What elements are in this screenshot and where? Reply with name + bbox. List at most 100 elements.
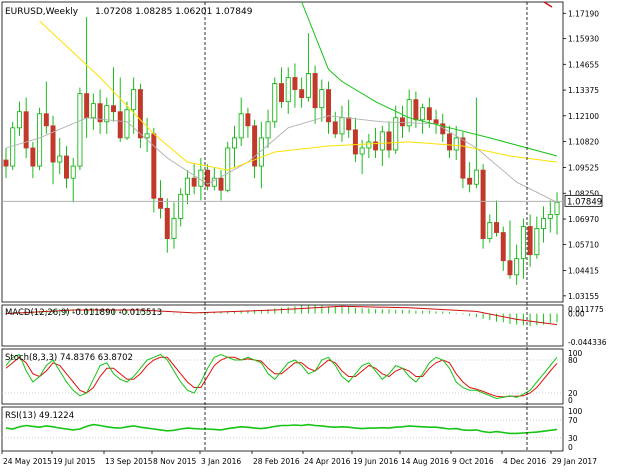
price-tick-label: 1.15930 [568, 35, 599, 44]
bull-candle [366, 141, 372, 149]
main-title: EURUSD,Weekly [5, 7, 79, 17]
bear-candle [332, 121, 338, 135]
bull-candle [70, 165, 76, 179]
rsi-tick-label: 30 [568, 434, 578, 443]
bull-candle [534, 228, 540, 256]
price-tick-label: 1.03155 [568, 292, 599, 301]
bull-candle [265, 121, 271, 139]
bull-candle [406, 99, 412, 127]
bull-candle [77, 93, 83, 167]
bull-candle [514, 258, 520, 276]
price-tick-label: 1.06970 [568, 215, 599, 224]
time-tick-label: 19 Jun 2016 [353, 457, 398, 466]
current-price-label: 1.07849 [567, 197, 602, 207]
bull-candle [238, 113, 244, 139]
bull-candle [178, 193, 184, 219]
time-tick-label: 3 Jan 2016 [201, 457, 241, 466]
bull-candle [285, 77, 291, 103]
bear-candle [218, 177, 224, 191]
time-tick-label: 9 Oct 2016 [452, 457, 494, 466]
ma-fast-line [5, 115, 558, 203]
time-tick-label: 24 May 2015 [3, 457, 52, 466]
rsi-tick-label: 70 [568, 416, 578, 425]
bear-candle [279, 83, 284, 103]
bear-candle [527, 226, 533, 256]
bull-candle [453, 137, 459, 151]
price-tick-label: 1.12100 [568, 112, 599, 121]
bull-candle [473, 169, 479, 185]
bear-candle [507, 260, 513, 276]
bear-candle [117, 111, 123, 139]
price-tick-label: 1.14655 [568, 60, 599, 69]
bull-candle [379, 131, 385, 151]
ohlc-readout: 1.07208 1.08285 1.06201 1.07849 [95, 7, 253, 17]
bear-candle [63, 155, 69, 179]
bear-candle [399, 117, 405, 127]
bear-candle [158, 197, 164, 209]
bear-candle [252, 125, 258, 167]
bear-candle [299, 89, 305, 99]
bear-candle [326, 89, 332, 123]
trade-arrow-icon [543, 1, 553, 8]
rsi-tick-label: 100 [568, 407, 583, 416]
bear-candle [494, 222, 500, 233]
macd-tick-label: -0.044336 [568, 338, 607, 347]
bull-candle [57, 155, 63, 163]
time-tick-label: 24 Apr 2016 [304, 457, 351, 466]
macd-panel-frame [1, 304, 564, 347]
bear-candle [373, 141, 379, 151]
bull-candle [393, 117, 399, 151]
ma-slow-line [301, 1, 558, 157]
time-tick-label: 4 Dec 2016 [503, 457, 546, 466]
bear-candle [245, 113, 251, 127]
bull-candle [37, 113, 43, 167]
bull-candle [231, 137, 237, 149]
price-tick-label: 1.08250 [568, 189, 599, 198]
bear-candle [467, 177, 473, 185]
price-tick-label: 1.09525 [568, 164, 599, 173]
stoch-tick-label: 100 [568, 349, 583, 358]
stoch-tick-label: 20 [568, 389, 578, 398]
bear-candle [43, 113, 49, 127]
time-tick-label: 28 Feb 2016 [253, 457, 300, 466]
bull-candle [520, 226, 526, 260]
price-tick-label: 1.05710 [568, 240, 599, 249]
bear-candle [292, 77, 298, 90]
bear-candle [346, 117, 352, 131]
vertical-period-separators [204, 2, 528, 451]
bear-candle [460, 137, 466, 179]
stoch-title: Stoch(8,3,3) 74.8376 63.8702 [5, 353, 133, 363]
price-tick-label: 1.04415 [568, 266, 599, 275]
bear-candle [97, 103, 103, 123]
bear-candle [352, 129, 358, 155]
bull-candle [487, 222, 493, 239]
main-panel-frame [1, 1, 564, 303]
macd-signal-line [5, 305, 558, 326]
bear-candle [500, 232, 506, 262]
bull-candle [10, 127, 16, 167]
bull-candle [144, 133, 150, 139]
bear-candle [413, 99, 419, 121]
current-price-marker: 1.07849 [564, 194, 603, 207]
bull-candle [90, 103, 96, 119]
price-panel: EURUSD,Weekly 1.07208 1.08285 1.06201 1.… [2, 1, 603, 301]
price-axis-labels: 1.17190 1.15930 1.14655 1.13375 1.12100 1.108… [563, 9, 599, 301]
stoch-tick-label: 80 [568, 356, 578, 365]
time-axis-labels: 24 May 2015 19 Jul 2015 13 Sep 2015 8 Nov 2… [1, 451, 597, 466]
time-tick-label: 13 Sep 2015 [105, 457, 153, 466]
bear-candle [480, 169, 486, 239]
bear-candle [426, 107, 432, 121]
time-tick-label: 19 Jul 2015 [53, 457, 96, 466]
stoch-signal-line [5, 356, 558, 398]
price-tick-label: 1.17190 [568, 9, 599, 18]
rsi-title: RSI(13) 49.1224 [5, 411, 74, 421]
bull-candle [124, 109, 130, 139]
bull-candle [171, 218, 177, 239]
bull-candle [339, 117, 345, 135]
macd-title: MACD(12,26,9) -0.011890 -0.015513 [5, 308, 162, 318]
